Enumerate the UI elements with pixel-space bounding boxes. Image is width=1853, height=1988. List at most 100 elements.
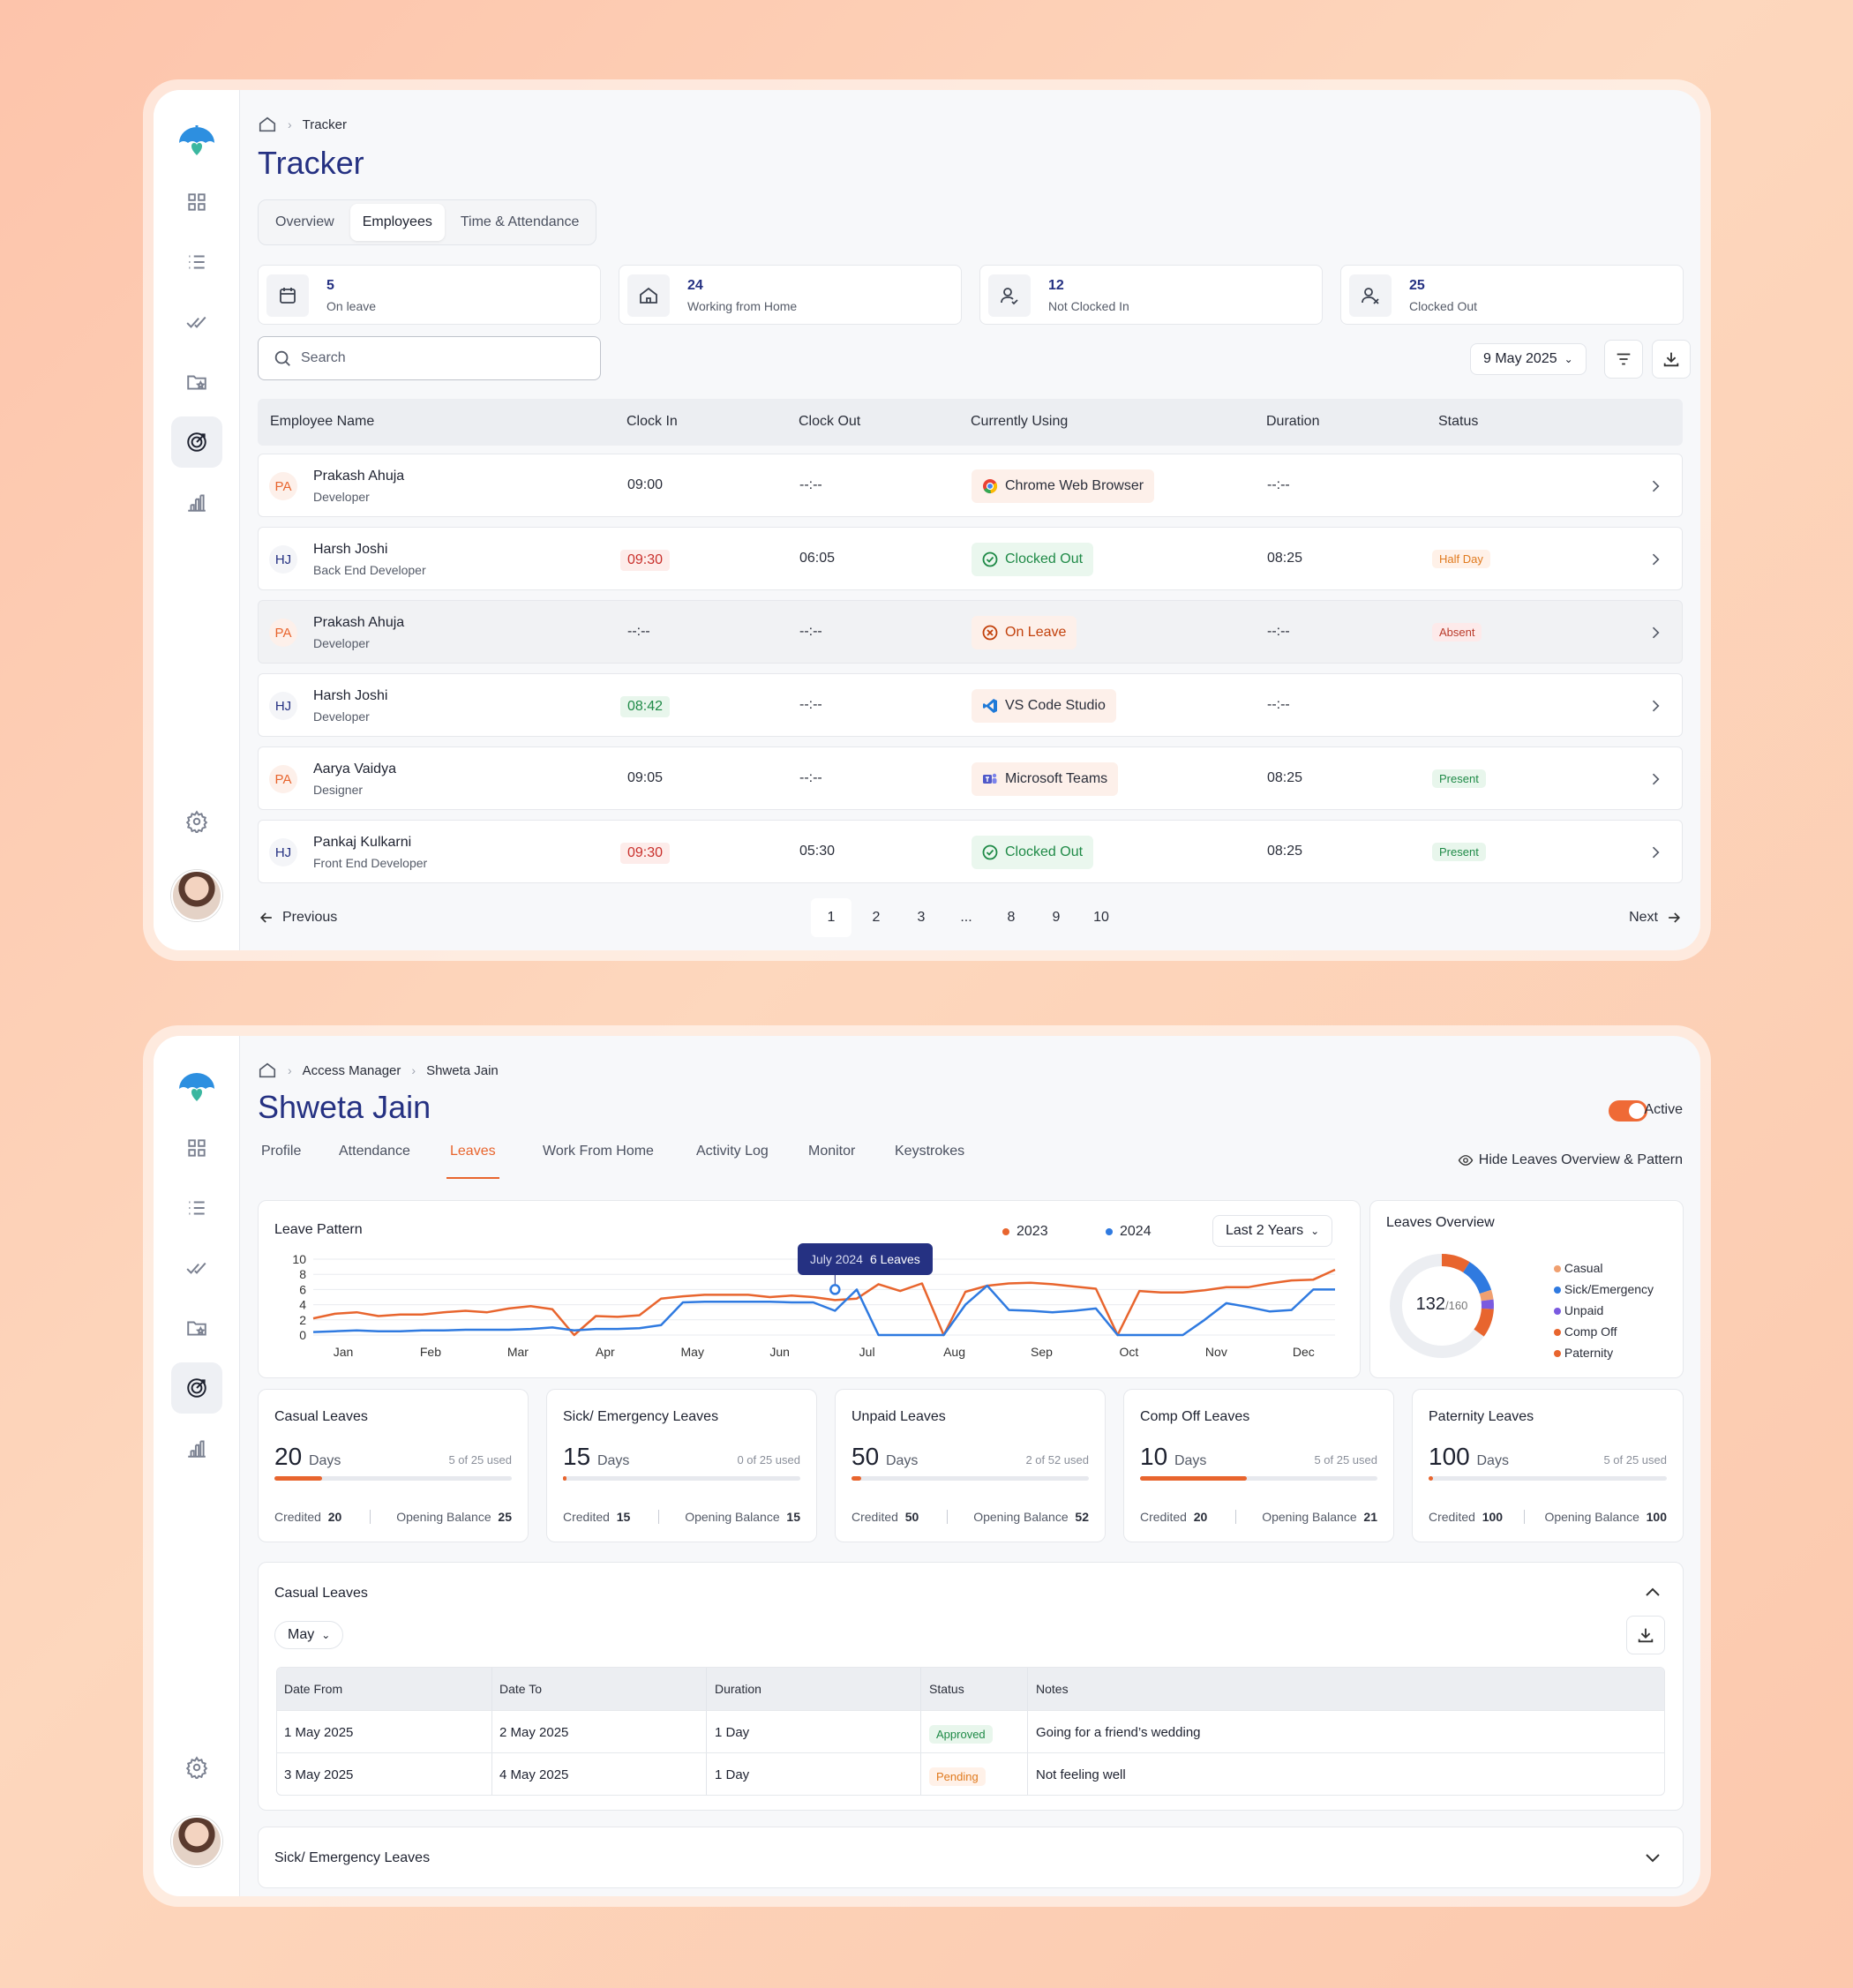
chevron-right-icon[interactable] — [1647, 844, 1664, 861]
tooltip-value: 6 Leaves — [869, 1252, 920, 1266]
duration: 1 Day — [715, 1767, 750, 1782]
sidebar-item-tasks[interactable] — [171, 296, 222, 348]
column-header[interactable]: Date To — [499, 1682, 542, 1696]
page-button[interactable]: 10 — [1093, 910, 1109, 925]
sidebar-item-list[interactable] — [171, 236, 222, 288]
search-icon — [274, 350, 290, 366]
eye-icon — [1458, 1155, 1474, 1166]
table-row[interactable]: PA Prakash Ahuja Developer 09:00 --:-- C… — [258, 454, 1683, 517]
hide-link-label: Hide Leaves Overview & Pattern — [1478, 1152, 1683, 1167]
breadcrumb-item-tracker[interactable]: Tracker — [302, 116, 347, 132]
chevron-right-icon[interactable] — [1647, 697, 1664, 715]
credited-value: 20 — [327, 1510, 342, 1524]
donut-segment — [1441, 1254, 1470, 1273]
breadcrumb-item-access-manager[interactable]: Access Manager — [302, 1062, 401, 1078]
segment-time-attendance[interactable]: Time & Attendance — [460, 214, 580, 229]
page-button[interactable]: 3 — [917, 910, 926, 925]
sidebar-item-settings[interactable] — [171, 796, 222, 847]
sidebar-item-folders[interactable] — [171, 356, 222, 408]
range-dropdown[interactable]: Last 2 Years ⌄ — [1212, 1215, 1333, 1247]
tab-work-from-home[interactable]: Work From Home — [543, 1144, 654, 1159]
sidebar-item-tasks[interactable] — [171, 1242, 222, 1294]
tab-activity-log[interactable]: Activity Log — [696, 1144, 769, 1159]
column-header[interactable]: Duration — [1266, 414, 1320, 429]
home-icon[interactable] — [258, 1061, 277, 1080]
currently-using-chip: Clocked Out — [972, 836, 1094, 869]
tooltip-month: July 2024 — [810, 1252, 863, 1266]
column-header[interactable]: Status — [929, 1682, 964, 1696]
legend-dot — [1002, 1228, 1009, 1235]
filter-button[interactable] — [1604, 340, 1643, 379]
sidebar-item-folders[interactable] — [171, 1302, 222, 1354]
previous-page-button[interactable]: Previous — [258, 909, 337, 926]
list-icon — [189, 1201, 205, 1215]
column-header[interactable]: Notes — [1036, 1682, 1069, 1696]
chevron-right-icon[interactable] — [1647, 624, 1664, 641]
tab-leaves[interactable]: Leaves — [446, 1144, 499, 1179]
sick-emergency-section[interactable]: Sick/ Emergency Leaves — [258, 1827, 1684, 1888]
chevron-right-icon[interactable] — [1647, 770, 1664, 788]
sidebar-item-dashboard[interactable] — [171, 176, 222, 228]
table-row[interactable]: PA Prakash Ahuja Developer --:-- --:-- O… — [258, 600, 1683, 664]
next-page-button[interactable]: Next — [1629, 909, 1683, 926]
hide-leaves-overview-link[interactable]: Hide Leaves Overview & Pattern — [1458, 1152, 1683, 1168]
page-button[interactable]: 9 — [1052, 910, 1061, 925]
sidebar-item-tracker[interactable] — [171, 416, 222, 468]
download-button[interactable] — [1652, 340, 1691, 379]
user-avatar[interactable] — [171, 1816, 222, 1867]
table-row[interactable]: 3 May 2025 4 May 2025 1 Day Pending Not … — [277, 1752, 1664, 1795]
date-picker-button[interactable]: 9 May 2025 ⌄ — [1470, 343, 1587, 375]
sidebar-item-reports[interactable] — [171, 476, 222, 528]
sidebar-item-settings[interactable] — [171, 1742, 222, 1793]
column-header[interactable]: Currently Using — [971, 414, 1069, 429]
stat-clocked-out: 25 Clocked Out — [1340, 265, 1684, 325]
table-row[interactable]: HJ Pankaj Kulkarni Front End Developer 0… — [258, 820, 1683, 883]
sidebar-item-tracker[interactable] — [171, 1362, 222, 1414]
overview-legend: Casual Sick/Emergency Unpaid Comp Off Pa… — [1554, 1257, 1654, 1363]
table-row[interactable]: 1 May 2025 2 May 2025 1 Day Approved Goi… — [277, 1710, 1664, 1752]
days-value: 100 — [1429, 1443, 1470, 1470]
chevron-up-icon[interactable] — [1642, 1582, 1663, 1603]
tab-attendance[interactable]: Attendance — [339, 1144, 410, 1159]
tab-keystrokes[interactable]: Keystrokes — [895, 1144, 965, 1159]
download-button[interactable] — [1626, 1616, 1665, 1654]
home-icon[interactable] — [258, 115, 277, 134]
legend-label: Unpaid — [1564, 1303, 1604, 1317]
donut-segment — [1474, 1308, 1494, 1337]
leave-card-opening: Opening Balance 21 — [1262, 1510, 1377, 1524]
breadcrumb-item-current: Shweta Jain — [426, 1062, 499, 1078]
table-row[interactable]: HJ Harsh Joshi Back End Developer 09:30 … — [258, 527, 1683, 590]
table-row[interactable]: HJ Harsh Joshi Developer 08:42 --:-- VS … — [258, 673, 1683, 737]
column-header[interactable]: Status — [1438, 414, 1479, 429]
target-icon — [187, 432, 206, 452]
chevron-right-icon[interactable] — [1647, 551, 1664, 568]
table-row[interactable]: PA Aarya Vaidya Designer 09:05 --:-- Mic… — [258, 746, 1683, 810]
column-header[interactable]: Clock Out — [799, 414, 861, 429]
page-button[interactable]: 1 — [811, 898, 851, 937]
column-header[interactable]: Clock In — [626, 414, 678, 429]
segment-overview[interactable]: Overview — [275, 214, 334, 229]
active-toggle[interactable] — [1609, 1100, 1647, 1122]
sidebar-item-dashboard[interactable] — [171, 1122, 222, 1174]
series-line-2024 — [312, 1284, 1335, 1337]
segment-employees[interactable]: Employees — [349, 204, 445, 241]
month-dropdown[interactable]: May ⌄ — [274, 1621, 344, 1649]
status-badge: Absent — [1432, 623, 1482, 641]
column-header[interactable]: Duration — [715, 1682, 761, 1696]
column-header[interactable]: Employee Name — [270, 414, 375, 429]
tab-monitor[interactable]: Monitor — [808, 1144, 856, 1159]
casual-leaves-table: Date From Date To Duration Status Notes … — [276, 1667, 1665, 1796]
tab-profile[interactable]: Profile — [261, 1144, 302, 1159]
chevron-down-icon[interactable] — [1642, 1847, 1663, 1868]
user-avatar[interactable] — [171, 870, 222, 921]
page-button[interactable]: 8 — [1007, 910, 1016, 925]
chevron-right-icon[interactable] — [1647, 477, 1664, 495]
employee-role: Back End Developer — [313, 563, 426, 577]
sidebar-item-list[interactable] — [171, 1182, 222, 1234]
search-input[interactable] — [301, 350, 583, 366]
leave-card-title: Paternity Leaves — [1429, 1409, 1534, 1424]
sidebar-item-reports[interactable] — [171, 1422, 222, 1474]
page-button[interactable]: 2 — [872, 910, 881, 925]
column-header[interactable]: Date From — [284, 1682, 343, 1696]
stat-value: 5 — [326, 278, 334, 293]
